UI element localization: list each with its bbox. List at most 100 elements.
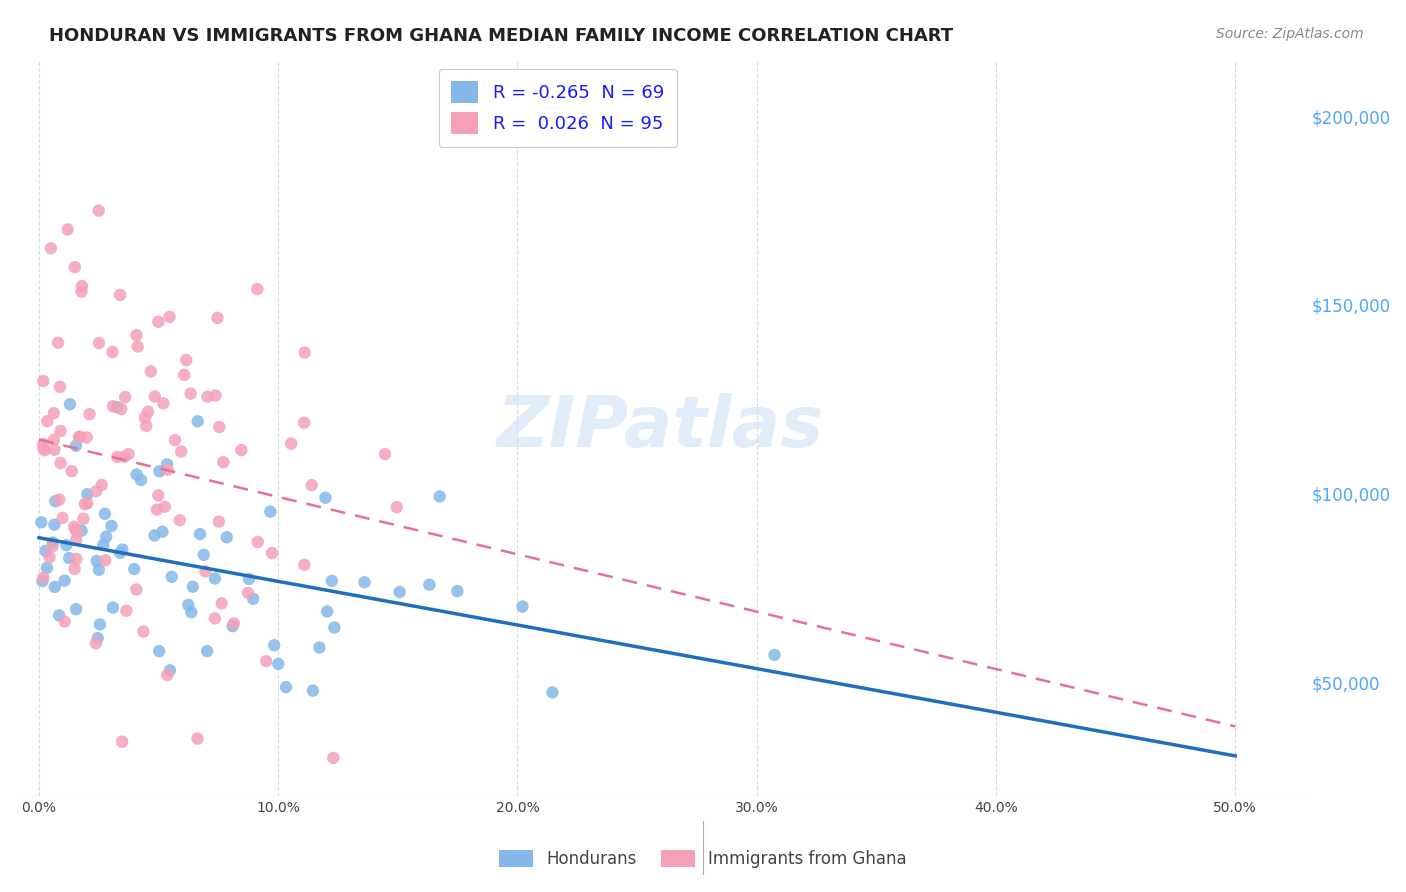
Point	[59, 397, 82, 411]
Point	[262, 546, 284, 560]
Point	[53, 574, 76, 588]
Point	[148, 488, 170, 502]
Point	[160, 570, 183, 584]
Point	[42, 406, 65, 420]
Point	[385, 500, 408, 515]
Point	[177, 598, 200, 612]
Point	[238, 572, 260, 586]
Point	[512, 599, 534, 614]
Point	[125, 467, 148, 482]
Point	[143, 528, 166, 542]
Text: ZIPatlas: ZIPatlas	[498, 393, 825, 462]
Point	[127, 339, 149, 353]
Point	[242, 591, 264, 606]
Point	[44, 494, 66, 508]
Point	[41, 539, 63, 553]
Point	[143, 390, 166, 404]
Point	[76, 496, 98, 510]
Point	[152, 396, 174, 410]
Point	[94, 553, 117, 567]
Point	[388, 585, 411, 599]
Point	[222, 616, 245, 631]
Point	[49, 456, 72, 470]
Point	[49, 380, 72, 394]
Point	[193, 548, 215, 562]
Point	[212, 455, 235, 469]
Point	[63, 562, 86, 576]
Point	[101, 399, 124, 413]
Point	[65, 523, 87, 537]
Point	[70, 279, 93, 293]
Point	[70, 285, 93, 299]
Point	[32, 374, 55, 388]
Point	[173, 368, 195, 382]
Point	[246, 535, 269, 549]
Point	[65, 602, 87, 616]
Point	[122, 562, 145, 576]
Point	[301, 478, 323, 492]
Point	[73, 497, 96, 511]
Point	[89, 617, 111, 632]
Point	[65, 533, 87, 547]
Point	[170, 444, 193, 458]
Point	[101, 345, 124, 359]
Point	[32, 571, 55, 585]
Point	[134, 410, 156, 425]
Point	[56, 222, 79, 236]
Point	[156, 668, 179, 682]
Point	[188, 527, 211, 541]
Point	[86, 631, 108, 645]
Point	[153, 500, 176, 514]
Point	[763, 648, 786, 662]
Point	[322, 751, 344, 765]
Point	[44, 580, 66, 594]
Point	[208, 515, 231, 529]
Point	[34, 443, 56, 458]
Point	[101, 600, 124, 615]
Point	[194, 565, 217, 579]
Point	[280, 436, 302, 450]
Point	[94, 507, 117, 521]
Point	[197, 390, 219, 404]
Point	[195, 644, 218, 658]
Point	[446, 584, 468, 599]
Point	[267, 657, 290, 671]
Point	[125, 582, 148, 597]
Point	[263, 638, 285, 652]
Point	[53, 615, 76, 629]
Point	[48, 608, 70, 623]
Point	[292, 416, 315, 430]
Point	[274, 680, 297, 694]
Point	[38, 550, 60, 565]
Point	[111, 734, 134, 748]
Point	[105, 400, 128, 414]
Point	[51, 511, 73, 525]
Point	[321, 574, 343, 588]
Point	[180, 386, 202, 401]
Point	[67, 430, 90, 444]
Point	[186, 731, 208, 746]
Point	[159, 664, 181, 678]
Point	[44, 442, 66, 457]
Point	[108, 288, 131, 302]
Legend: Hondurans, Immigrants from Ghana: Hondurans, Immigrants from Ghana	[492, 843, 914, 875]
Point	[156, 462, 179, 476]
Point	[112, 450, 135, 464]
Point	[148, 315, 170, 329]
Point	[34, 544, 56, 558]
Point	[316, 604, 339, 618]
Point	[110, 402, 132, 417]
Point	[48, 492, 70, 507]
Point	[44, 517, 66, 532]
Point	[204, 388, 226, 402]
Point	[215, 530, 238, 544]
Point	[111, 542, 134, 557]
Point	[353, 575, 375, 590]
Point	[86, 554, 108, 568]
Point	[314, 491, 336, 505]
Point	[69, 430, 91, 444]
Point	[156, 458, 179, 472]
Point	[114, 390, 136, 404]
Point	[204, 611, 226, 625]
Point	[129, 473, 152, 487]
